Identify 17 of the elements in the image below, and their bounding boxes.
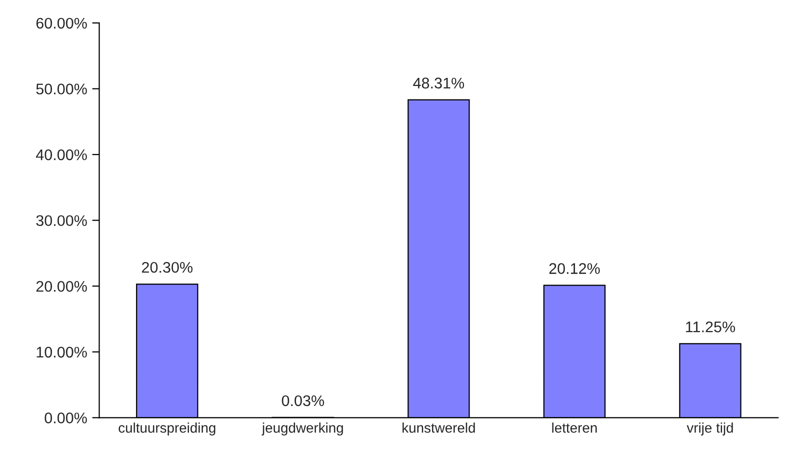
data-label: 11.25% [686, 322, 736, 332]
y-tick-label: 60.00% [36, 18, 87, 29]
data-label: 20.12% [549, 263, 600, 274]
x-tick-label: jeugdwerking [262, 422, 343, 436]
x-tick-label: cultuurspreiding [118, 422, 216, 436]
data-label: 20.30% [142, 262, 193, 273]
x-tick-label: kunstwereld [402, 422, 475, 433]
y-tick-label: 50.00% [36, 84, 87, 94]
x-tick-label: vrije tijd [686, 422, 733, 436]
y-tick-label: 0.00% [44, 412, 87, 424]
y-tick-label: 30.00% [36, 215, 87, 226]
y-tick-label: 20.00% [36, 280, 87, 292]
data-label: 48.31% [413, 78, 464, 89]
data-label: 0.03% [282, 395, 324, 406]
y-tick-label: 10.00% [36, 346, 87, 358]
x-tick-label: letteren [552, 422, 597, 433]
y-tick-label: 40.00% [36, 149, 87, 160]
